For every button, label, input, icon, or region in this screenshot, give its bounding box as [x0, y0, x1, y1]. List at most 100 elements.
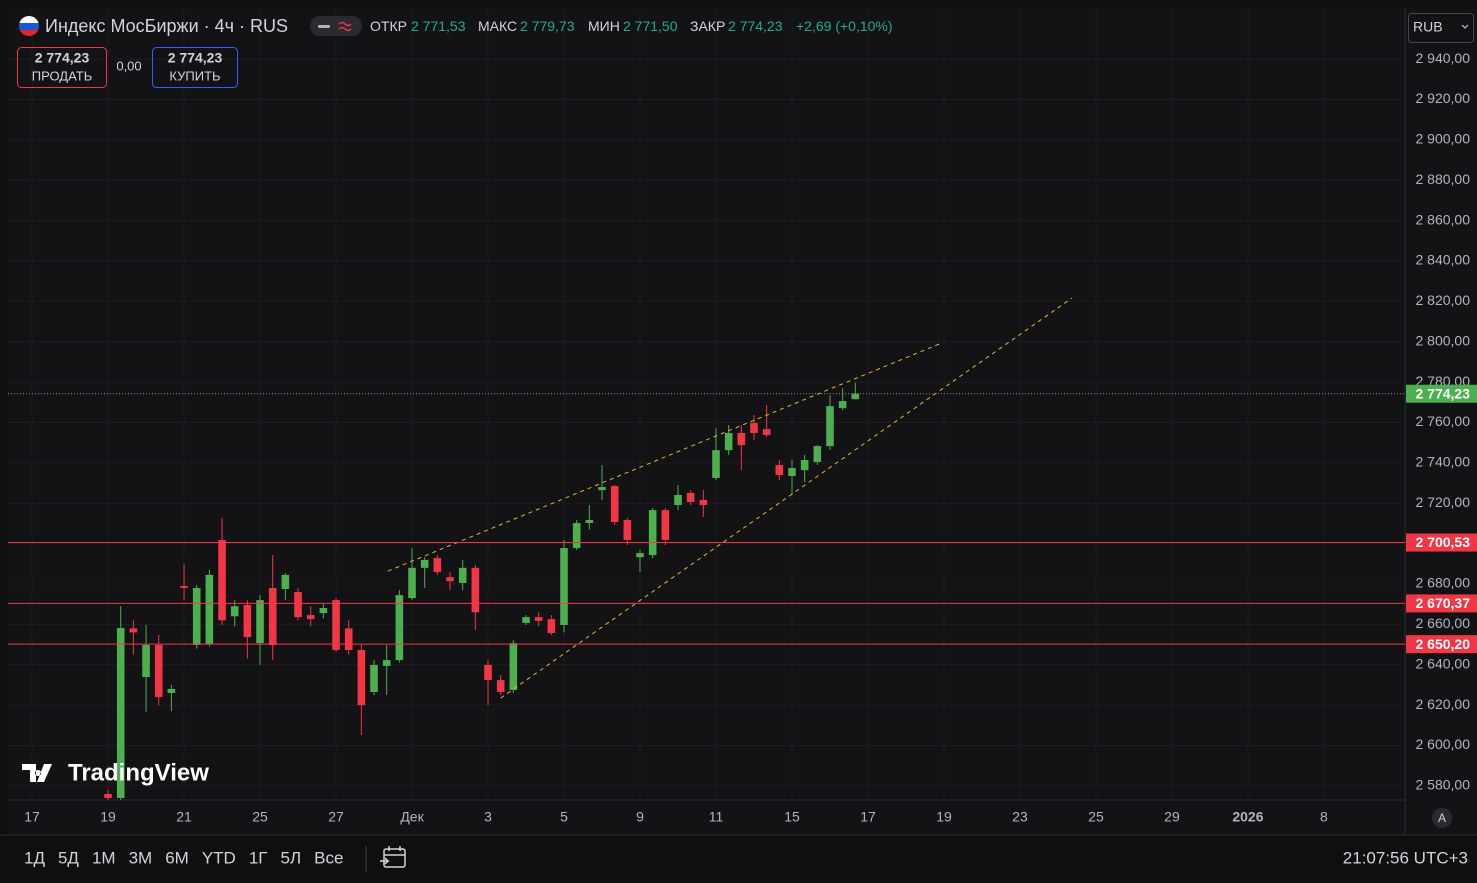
candle-body [344, 628, 353, 650]
close-value: 2 774,23 [728, 18, 783, 34]
candle-body [712, 450, 720, 478]
range-button[interactable]: Все [314, 848, 343, 867]
y-tick-label: 2 640,00 [1416, 655, 1471, 671]
candle-body [775, 465, 784, 475]
auto-scale-button[interactable] [1432, 808, 1452, 828]
status-icon [338, 21, 352, 32]
range-button[interactable]: 1Г [249, 848, 268, 867]
candle-body [598, 487, 606, 491]
open-value: 2 771,53 [411, 18, 466, 34]
open-label: ОТКР [370, 18, 407, 34]
range-button[interactable]: 1Д [24, 848, 45, 867]
logo-mark [22, 764, 52, 782]
x-tick-label: 15 [784, 809, 800, 825]
symbol-title[interactable]: Индекс МосБиржи · 4ч · RUS [45, 16, 288, 36]
currency: RUB [1413, 19, 1443, 35]
y-tick-label: 2 900,00 [1416, 131, 1471, 147]
price-label-box [1406, 533, 1477, 552]
candle-body [370, 664, 378, 692]
candle-body [813, 446, 822, 463]
candle-body [699, 499, 708, 506]
candle-body [560, 548, 568, 625]
buy-button[interactable]: 2 774,23 КУПИТЬ [152, 47, 238, 88]
y-tick-label: 2 880,00 [1416, 171, 1471, 187]
candle-body [648, 510, 657, 556]
candle-body [256, 600, 264, 644]
currency-frame [1408, 13, 1474, 43]
x-tick-label: Дек [400, 809, 424, 825]
y-tick-label: 2 840,00 [1416, 252, 1471, 268]
candle-body [408, 567, 416, 599]
candle-body [851, 393, 860, 400]
candle-body [205, 574, 214, 645]
candle-body [686, 492, 695, 503]
candle-body [534, 617, 543, 621]
x-tick-label: 19 [936, 809, 952, 825]
x-tick-label: 11 [709, 809, 724, 825]
status-pill[interactable] [310, 16, 362, 36]
calendar-icon [383, 848, 406, 868]
y-tick-label: 2 940,00 [1416, 50, 1471, 66]
price-label: 2 650,20 [1416, 636, 1471, 652]
y-tick-label: 2 600,00 [1416, 736, 1471, 752]
trendline[interactable] [387, 342, 942, 572]
high-label: МАКС [478, 18, 517, 34]
y-tick-label: 2 860,00 [1416, 211, 1471, 227]
y-tick-label: 2 740,00 [1416, 454, 1471, 470]
price-label-box [1406, 384, 1477, 403]
tradingview-logo[interactable]: TradingView [22, 759, 209, 786]
currency-select[interactable]: RUB [1408, 13, 1474, 43]
y-tick-label: 2 720,00 [1416, 494, 1471, 510]
y-tick-label: 2 760,00 [1416, 413, 1471, 429]
candle-body [737, 432, 746, 446]
x-tick-label: 29 [1164, 809, 1180, 825]
range-button[interactable]: 1М [92, 848, 116, 867]
range-button[interactable]: 6М [165, 848, 189, 867]
candle-body [471, 567, 480, 613]
y-tick-label: 2 920,00 [1416, 90, 1471, 106]
x-tick-label: 5 [560, 809, 568, 825]
y-tick-label: 2 660,00 [1416, 615, 1471, 631]
candle-body [458, 567, 467, 583]
chart-pane [8, 8, 1477, 834]
sell-price: 2 774,23 [35, 50, 90, 66]
candle-body [800, 460, 809, 471]
candle-body [572, 523, 581, 549]
candle-body [636, 553, 644, 558]
candle-body [116, 627, 125, 798]
x-tick-label: 27 [328, 809, 344, 825]
sell-label: ПРОДАТЬ [32, 68, 93, 83]
goto-date-button[interactable] [380, 846, 406, 868]
y-tick-label: 2 620,00 [1416, 696, 1471, 712]
low-label: МИН [588, 18, 620, 34]
x-tick-label: 9 [636, 809, 644, 825]
price-label: 2 700,53 [1416, 534, 1471, 550]
price-label-box [1406, 635, 1477, 654]
x-tick-label: 19 [100, 809, 116, 825]
range-button[interactable]: 5Д [58, 848, 79, 867]
candle-body [180, 586, 188, 589]
auto-scale-label: A [1438, 811, 1446, 825]
range-button[interactable]: YTD [202, 848, 236, 867]
x-tick-label: 25 [1088, 809, 1104, 825]
status-icon [318, 25, 330, 28]
candle-body [382, 660, 391, 666]
price-label-box [1406, 594, 1477, 613]
buy-frame [152, 47, 238, 88]
candle-body [319, 608, 328, 614]
range-button[interactable]: 5Л [280, 848, 301, 867]
candle-body [762, 429, 771, 435]
x-tick-label: 3 [484, 809, 492, 825]
candle-body [243, 604, 252, 638]
buy-price: 2 774,23 [168, 50, 223, 66]
sell-button[interactable]: 2 774,23 ПРОДАТЬ [17, 47, 107, 88]
y-tick-label: 2 800,00 [1416, 332, 1471, 348]
range-button[interactable]: 3М [129, 848, 153, 867]
candle-body [104, 793, 112, 798]
chevron [1461, 24, 1469, 29]
candle-body [724, 432, 733, 451]
symbol-flag[interactable] [19, 16, 39, 37]
candle-body [268, 588, 277, 645]
candle-body [142, 644, 150, 678]
